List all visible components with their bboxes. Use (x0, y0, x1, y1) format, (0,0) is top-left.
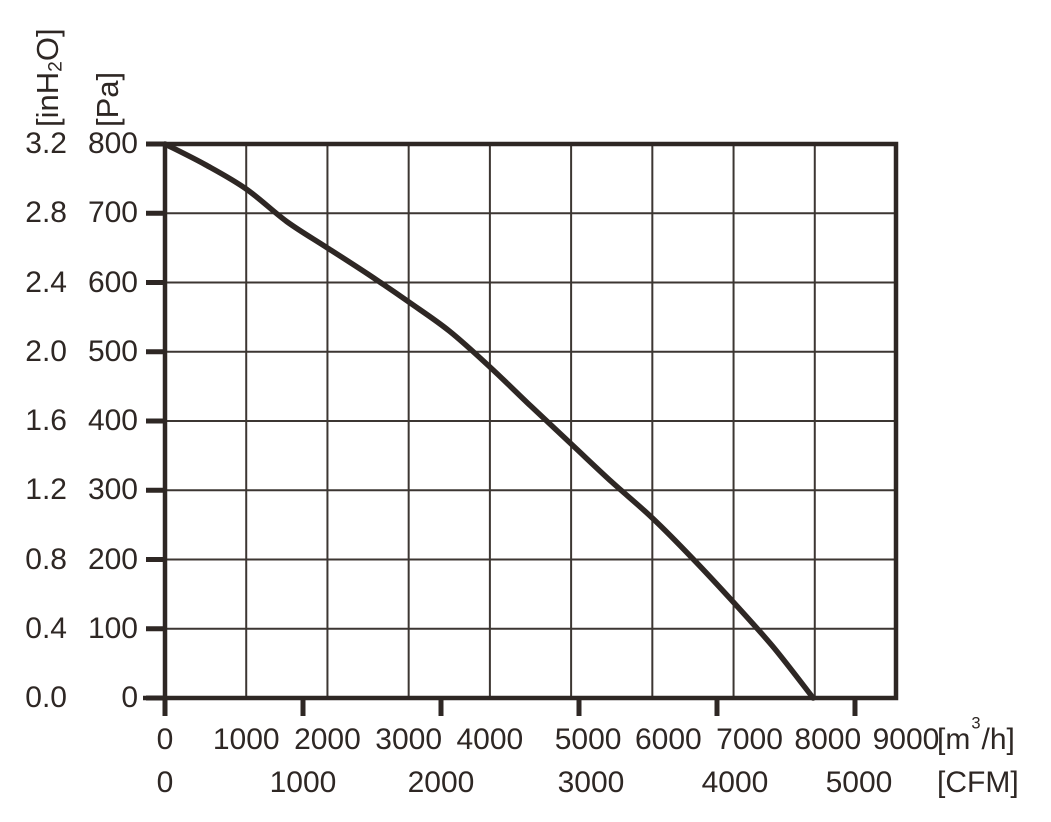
y-tick-label-inh2o-2.8: 2.8 (25, 196, 67, 230)
y-tick-label-pa-200: 200 (87, 542, 138, 576)
y-tick-label-inh2o-0.4: 0.4 (25, 611, 67, 645)
x-axis-unit-m3h: [m3/h] (937, 714, 1015, 760)
y-tick-label-inh2o-3.2: 3.2 (25, 127, 67, 160)
x-tick-label-m3h-3000: 3000 (375, 723, 443, 756)
x-axis-unit-m3h-pre: [m (937, 723, 971, 756)
y-tick-label-pa-300: 300 (87, 473, 138, 507)
y-tick-label-inh2o-2.0: 2.0 (25, 334, 67, 368)
y-tick-label-pa-400: 400 (87, 404, 138, 437)
x-tick-label-m3h-8000: 8000 (794, 723, 862, 756)
x-tick-label-m3h-2000: 2000 (294, 723, 361, 756)
y-tick-label-pa-700: 700 (87, 196, 138, 230)
y-axis-unit-inh2o-pre: [inH (30, 71, 65, 127)
x-tick-label-cfm-0: 0 (156, 766, 174, 799)
y-tick-label-inh2o-0.0: 0.0 (25, 681, 67, 714)
x-tick-label-m3h-1000: 1000 (212, 723, 280, 756)
x-tick-label-cfm-1000: 1000 (269, 766, 337, 799)
y-tick-label-pa-100: 100 (87, 611, 138, 645)
y-tick-label-pa-500: 500 (87, 334, 138, 368)
x-tick-label-m3h-0: 0 (156, 723, 174, 756)
x-tick-label-m3h-9000: 9000 (872, 723, 940, 756)
x-tick-label-m3h-5000: 5000 (554, 723, 622, 756)
y-tick-label-inh2o-2.4: 2.4 (25, 265, 67, 299)
y-tick-label-pa-0: 0 (121, 681, 138, 714)
y-tick-label-inh2o-0.8: 0.8 (25, 542, 67, 576)
y-tick-label-inh2o-1.2: 1.2 (25, 473, 67, 507)
y-axis-unit-inh2o-post: O] (30, 28, 65, 62)
x-tick-label-cfm-2000: 2000 (407, 766, 475, 799)
x-axis-unit-cfm: [CFM] (937, 766, 1019, 799)
x-axis-unit-m3h-post: /h] (981, 723, 1015, 756)
x-tick-label-m3h-6000: 6000 (634, 723, 702, 756)
subscript-2: 2 (45, 61, 67, 72)
x-tick-label-m3h-7000: 7000 (716, 723, 783, 756)
y-axis-unit-pa: [Pa] (90, 71, 125, 127)
static-pressure-curve (162, 141, 816, 701)
x-tick-label-m3h-4000: 4000 (456, 723, 524, 756)
superscript-3: 3 (971, 714, 981, 733)
y-tick-label-pa-600: 600 (87, 265, 138, 299)
x-tick-label-cfm-4000: 4000 (701, 766, 769, 799)
y-tick-label-pa-800: 800 (87, 127, 138, 160)
x-tick-label-cfm-5000: 5000 (825, 766, 893, 799)
x-tick-label-cfm-3000: 3000 (557, 766, 625, 799)
y-tick-label-inh2o-1.6: 1.6 (25, 404, 67, 437)
y-axis-unit-inh2o: [inH2O] (30, 28, 70, 127)
